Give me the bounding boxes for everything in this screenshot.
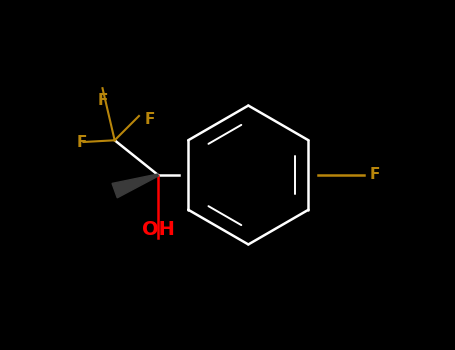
Text: F: F	[76, 134, 87, 149]
Text: OH: OH	[142, 220, 175, 239]
Polygon shape	[112, 174, 158, 198]
Text: F: F	[370, 168, 380, 182]
Text: F: F	[144, 112, 155, 127]
Text: F: F	[97, 93, 108, 108]
